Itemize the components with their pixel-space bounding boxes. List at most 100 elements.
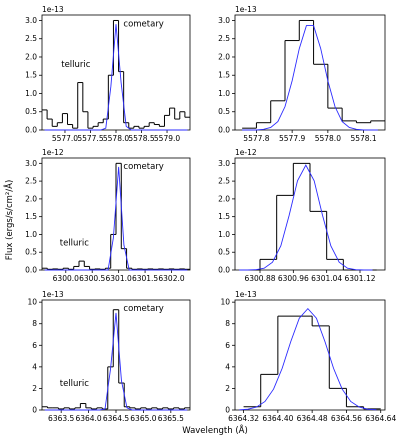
y-tick-label: 0.5 — [25, 248, 37, 257]
y-tick-label: 2.0 — [218, 194, 230, 203]
x-tick-label: 6300.96 — [278, 274, 309, 283]
x-tick-label: 6364.40 — [262, 414, 293, 423]
x-tick-label: 6364.56 — [331, 414, 362, 423]
y-tick-label: 0 — [225, 406, 230, 415]
y-tick-label: 4 — [225, 362, 230, 371]
plot-frame — [234, 14, 386, 131]
y-tick-label: 0.0 — [218, 266, 230, 275]
x-tick-label: 6302.0 — [158, 274, 184, 283]
x-tick-label: 5578.0 — [103, 134, 129, 143]
y-tick-label: 1.0 — [218, 89, 230, 98]
step-riser — [46, 163, 186, 270]
x-tick-label: 6364.48 — [297, 414, 328, 423]
x-tick-label: 5577.0 — [52, 134, 78, 143]
fit-line — [44, 24, 188, 131]
y-tick-label: 3.0 — [25, 16, 37, 25]
y-tick-label: 1.5 — [218, 212, 230, 221]
offset-label: 1e-13 — [42, 290, 64, 299]
y-tick-label: 10 — [27, 298, 37, 307]
y-tick-label: 2 — [32, 384, 37, 393]
offset-label: 1e-12 — [42, 148, 64, 157]
y-tick-label: 0.5 — [25, 107, 37, 116]
y-tick-label: 1.5 — [25, 71, 37, 80]
y-tick-label: 8 — [32, 319, 37, 328]
annotation: telluric — [61, 60, 91, 70]
x-tick-label: 6364.5 — [103, 414, 129, 423]
fit-line — [239, 164, 373, 271]
annotation: cometary — [123, 20, 163, 30]
offset-label: 1e-13 — [235, 290, 257, 299]
step-riser — [255, 20, 372, 129]
x-tick-label: 6300.88 — [244, 274, 275, 283]
y-tick-label: 0 — [32, 406, 37, 415]
x-axis-label: Wavelength (Å) — [182, 424, 248, 436]
x-tick-label: 6363.5 — [48, 414, 74, 423]
y-tick-label: 6 — [32, 341, 37, 350]
y-tick-label: 0.0 — [25, 266, 37, 275]
x-tick-label: 6364.32 — [228, 414, 259, 423]
x-tick-label: 6301.5 — [132, 274, 158, 283]
y-tick-label: 3.0 — [25, 159, 37, 168]
offset-label: 1e-12 — [235, 148, 257, 157]
x-tick-label: 5578.5 — [128, 134, 154, 143]
y-tick-label: 0.0 — [25, 126, 37, 135]
annotation: telluric — [60, 238, 90, 248]
annotation: telluric — [60, 379, 90, 389]
x-tick-label: 5577.8 — [243, 134, 269, 143]
y-axis-label: Flux (ergs/s/cm²/Å) — [3, 180, 15, 261]
fit-line — [239, 307, 377, 411]
y-tick-label: 1.5 — [218, 71, 230, 80]
y-tick-label: 2.0 — [25, 52, 37, 61]
fit-line — [44, 166, 188, 271]
plot-frame — [234, 157, 386, 271]
annotation: cometary — [123, 162, 163, 172]
step-riser — [259, 163, 344, 270]
y-tick-label: 4 — [32, 362, 37, 371]
y-tick-label: 2.5 — [218, 34, 230, 43]
y-tick-label: 8 — [225, 319, 230, 328]
step-riser — [46, 309, 186, 409]
y-tick-label: 1.0 — [25, 89, 37, 98]
annotation: cometary — [123, 304, 163, 314]
y-tick-label: 10 — [220, 298, 230, 307]
y-tick-label: 1.5 — [25, 212, 37, 221]
y-tick-label: 0.5 — [218, 248, 230, 257]
y-tick-label: 3.0 — [218, 16, 230, 25]
x-tick-label: 5577.9 — [279, 134, 305, 143]
y-tick-label: 1.0 — [218, 230, 230, 239]
y-tick-label: 2 — [225, 384, 230, 393]
plot-frame — [234, 299, 386, 411]
x-tick-label: 5578.1 — [350, 134, 376, 143]
x-tick-label: 6300.5 — [79, 274, 105, 283]
y-tick-label: 2.5 — [25, 34, 37, 43]
x-tick-label: 6365.0 — [130, 414, 156, 423]
plot-frame — [41, 157, 191, 271]
x-tick-label: 6365.5 — [158, 414, 184, 423]
offset-label: 1e-13 — [235, 5, 257, 14]
x-tick-label: 6301.04 — [311, 274, 342, 283]
y-tick-label: 3.0 — [218, 159, 230, 168]
y-tick-label: 1.0 — [25, 230, 37, 239]
step-riser — [260, 316, 365, 409]
x-tick-label: 5578.0 — [315, 134, 341, 143]
x-tick-label: 5577.5 — [77, 134, 103, 143]
x-tick-label: 6364.64 — [365, 414, 396, 423]
plot-frame — [41, 14, 191, 131]
x-tick-label: 6301.0 — [106, 274, 132, 283]
y-tick-label: 0.5 — [218, 107, 230, 116]
y-tick-label: 2.5 — [25, 177, 37, 186]
y-tick-label: 0.0 — [218, 126, 230, 135]
fit-line — [242, 25, 378, 131]
x-tick-label: 5579.0 — [154, 134, 180, 143]
x-tick-label: 6300.0 — [53, 274, 79, 283]
offset-label: 1e-13 — [42, 5, 64, 14]
x-tick-label: 6364.0 — [75, 414, 101, 423]
y-tick-label: 2.0 — [218, 52, 230, 61]
y-tick-label: 2.5 — [218, 177, 230, 186]
x-tick-label: 6301.12 — [344, 274, 375, 283]
fit-line — [44, 312, 188, 411]
y-tick-label: 2.0 — [25, 194, 37, 203]
y-tick-label: 6 — [225, 341, 230, 350]
step-riser — [46, 20, 186, 129]
